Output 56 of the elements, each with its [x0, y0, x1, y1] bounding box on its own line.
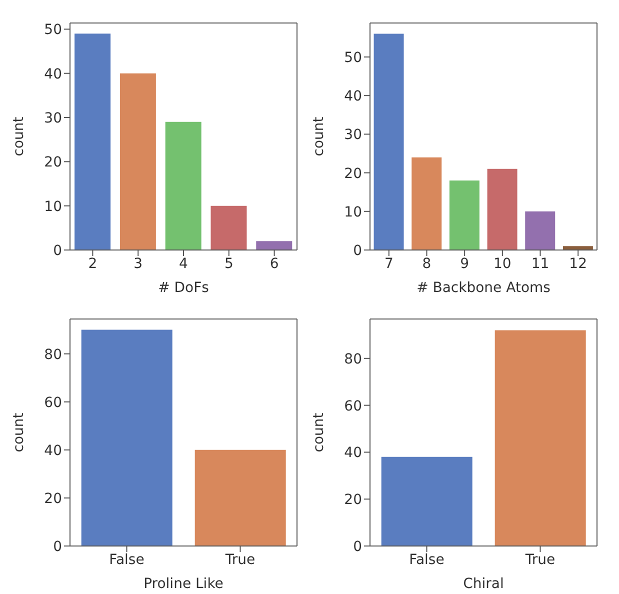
x-tick-label: 12	[569, 256, 587, 272]
y-tick-label: 20	[44, 490, 62, 507]
y-tick-label: 0	[53, 242, 62, 259]
x-tick-label: 10	[494, 256, 512, 272]
y-tick-label: 0	[53, 538, 62, 555]
y-tick-label: 0	[353, 538, 362, 555]
x-tick-label: 5	[224, 256, 234, 272]
y-tick-label: 60	[44, 394, 62, 411]
x-tick-label: 7	[384, 256, 394, 272]
bar	[256, 241, 292, 250]
x-axis-title: Chiral	[463, 576, 504, 592]
bar	[165, 122, 202, 250]
bar	[562, 246, 593, 250]
x-tick-label: 3	[134, 256, 143, 272]
y-axis-title: count	[310, 116, 327, 156]
x-tick-label: True	[224, 552, 256, 568]
y-tick-label: 0	[353, 242, 362, 259]
x-tick-label: False	[409, 552, 444, 568]
bar	[525, 211, 556, 250]
x-tick-label: 4	[179, 256, 188, 272]
x-tick-label: False	[109, 552, 144, 568]
y-tick-label: 20	[344, 492, 362, 508]
x-tick-label: 11	[531, 256, 550, 272]
x-tick-label: 9	[460, 256, 470, 272]
y-tick-label: 80	[44, 346, 62, 363]
y-tick-label: 50	[44, 22, 62, 38]
y-tick-label: 20	[344, 166, 362, 182]
y-axis-title: count	[10, 116, 27, 156]
y-tick-label: 40	[344, 88, 362, 105]
bar	[210, 206, 247, 250]
y-tick-label: 10	[44, 198, 62, 215]
y-tick-label: 60	[344, 398, 362, 414]
bar	[449, 180, 480, 250]
x-tick-label: True	[524, 552, 556, 568]
bar	[120, 73, 156, 250]
y-tick-label: 40	[44, 66, 62, 82]
y-tick-label: 80	[344, 351, 362, 368]
y-axis-title: count	[310, 412, 327, 452]
bar	[412, 157, 442, 250]
x-tick-label: 6	[270, 256, 279, 272]
bar	[487, 168, 518, 250]
x-tick-label: 2	[88, 256, 98, 272]
x-axis-title: Proline Like	[144, 576, 224, 592]
bar	[74, 34, 111, 250]
y-tick-label: 50	[344, 50, 362, 66]
bar	[374, 34, 404, 250]
y-tick-label: 30	[44, 110, 62, 126]
y-tick-label: 40	[344, 445, 362, 462]
x-axis-title: # Backbone Atoms	[416, 280, 550, 296]
y-tick-label: 10	[344, 204, 362, 220]
y-axis-title: count	[10, 412, 27, 452]
y-tick-label: 30	[344, 127, 362, 144]
y-tick-label: 20	[44, 154, 62, 171]
x-tick-label: 8	[422, 256, 432, 272]
y-tick-label: 40	[44, 442, 62, 459]
x-axis-title: # DoFs	[158, 280, 209, 296]
